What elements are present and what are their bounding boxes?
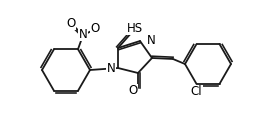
Text: N: N: [107, 62, 115, 75]
Text: HS: HS: [127, 22, 143, 34]
Text: N: N: [147, 34, 156, 47]
Text: N: N: [79, 28, 87, 41]
Text: O: O: [128, 84, 138, 98]
Text: O: O: [90, 22, 100, 35]
Text: Cl: Cl: [191, 85, 202, 98]
Text: O: O: [66, 17, 76, 30]
